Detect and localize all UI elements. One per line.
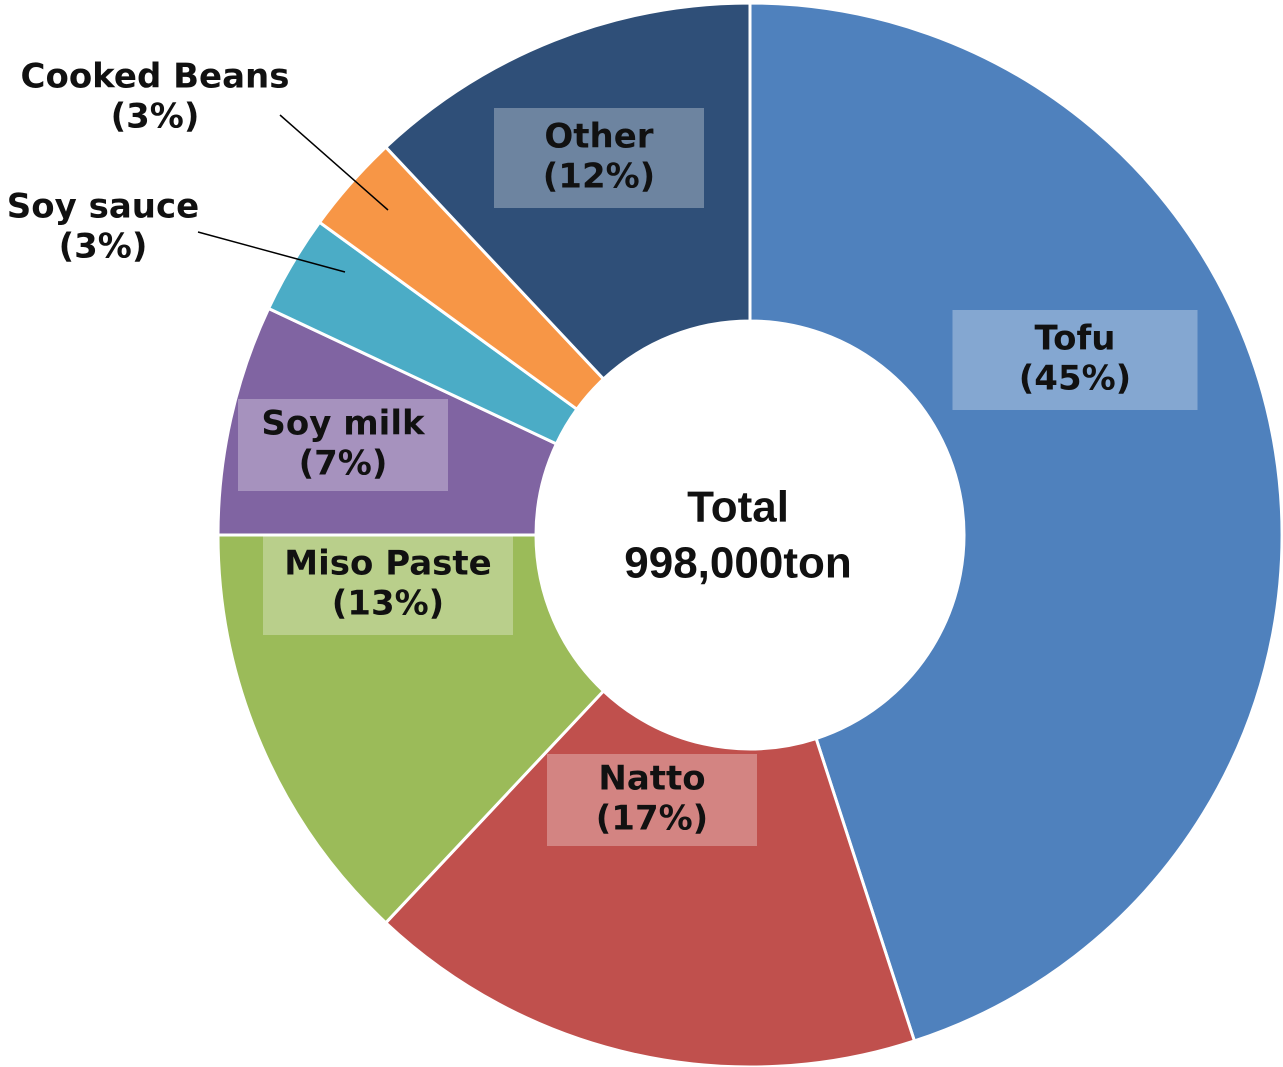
slice-label: Soy milk <box>261 404 426 444</box>
label-box <box>547 754 757 846</box>
value-label: (12%) <box>543 157 655 197</box>
label-box <box>494 108 704 208</box>
value-label: (17%) <box>596 799 708 839</box>
leader-line <box>279 114 389 211</box>
slice-label: Soy sauce <box>7 187 199 227</box>
slice-label: Other <box>544 117 653 157</box>
slice-label: Miso Paste <box>284 544 491 584</box>
value-label: (13%) <box>332 584 444 624</box>
labels: Tofu(45%) Natto(17%) Miso Paste(13%) Soy mi… <box>7 57 1198 846</box>
slice-label: Natto <box>598 759 705 799</box>
donut-hole <box>536 321 964 749</box>
label-box <box>952 310 1198 410</box>
value-label: (3%) <box>59 227 148 267</box>
label-box <box>238 399 448 491</box>
slice-label: Cooked Beans <box>21 57 290 97</box>
center-value: 998,000ton <box>624 539 851 588</box>
leader-line <box>197 231 346 273</box>
label-box <box>263 535 513 635</box>
slices <box>216 1 1283 1067</box>
slice-label: Tofu <box>1034 319 1115 359</box>
value-label: (7%) <box>299 444 388 484</box>
value-label: (3%) <box>111 97 200 137</box>
value-label: (45%) <box>1019 359 1131 399</box>
center-title: Total <box>687 483 789 532</box>
